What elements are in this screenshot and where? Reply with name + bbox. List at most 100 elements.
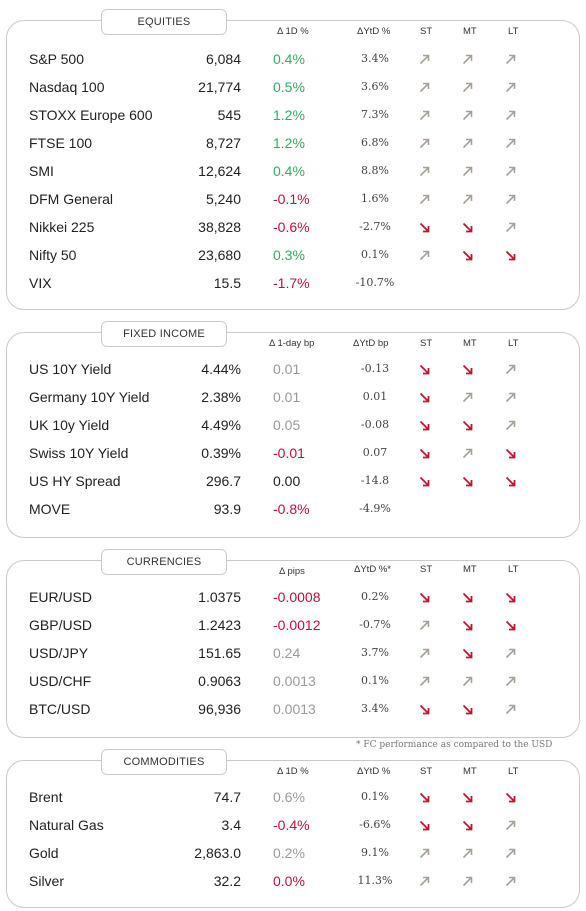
row-name: EUR/USD [29, 589, 93, 605]
mt-arrow-up-right-icon [462, 45, 476, 73]
row-value: 4.44% [201, 361, 241, 377]
lt-arrow-up-right-icon [505, 157, 519, 185]
lt-arrow-up-right-icon [505, 213, 519, 241]
st-arrow-up-right-icon [419, 667, 433, 695]
currencies-header-lt: LT [508, 564, 519, 575]
table-row: Swiss 10Y Yield 0.39% -0.01 0.07 [7, 439, 579, 467]
table-row: Germany 10Y Yield 2.38% 0.01 0.01 [7, 383, 579, 411]
lt-arrow-down-right-icon [505, 783, 519, 811]
lt-arrow-down-right-icon [505, 439, 519, 467]
row-ytd: 0.07 [362, 446, 388, 459]
row-ytd: 0.2% [361, 590, 389, 603]
fixed-income-header-st: ST [420, 338, 433, 349]
st-empty-trend-cell [419, 269, 433, 297]
row-ytd: 9.1% [361, 846, 389, 859]
row-ytd: 8.8% [361, 164, 389, 177]
mt-arrow-down-right-icon [462, 639, 476, 667]
lt-arrow-up-right-icon [505, 839, 519, 867]
commodities-header-chg: Δ 1D % [277, 766, 309, 777]
commodities-header-ytd: ΔYtD % [357, 766, 391, 777]
commodities-header-st: ST [420, 766, 433, 777]
table-row: Natural Gas 3.4 -0.4% -6.6% [7, 811, 579, 839]
fixed-income-panel: FIXED INCOME Δ 1-day bp ΔYtD bp ST MT LT… [6, 321, 580, 538]
mt-arrow-up-right-icon [462, 185, 476, 213]
row-change: 0.24 [273, 645, 301, 661]
row-change: 0.6% [273, 789, 305, 805]
row-ytd: -0.08 [360, 418, 390, 431]
lt-arrow-up-right-icon [505, 695, 519, 723]
row-change: -0.1% [273, 191, 310, 207]
row-value: 6,084 [205, 51, 241, 67]
row-name: Germany 10Y Yield [29, 389, 150, 405]
row-ytd: 0.1% [361, 674, 389, 687]
equities-header-lt: LT [508, 26, 519, 37]
table-row: GBP/USD 1.2423 -0.0012 -0.7% [7, 611, 579, 639]
lt-arrow-up-right-icon [505, 867, 519, 895]
row-name: US HY Spread [29, 473, 121, 489]
row-change: 0.0013 [273, 673, 316, 689]
mt-arrow-down-right-icon [462, 355, 476, 383]
lt-arrow-down-right-icon [505, 583, 519, 611]
equities-title: EQUITIES [101, 9, 227, 35]
row-change: 1.2% [273, 107, 305, 123]
row-name: STOXX Europe 600 [29, 107, 153, 123]
row-name: BTC/USD [29, 701, 91, 717]
row-name: Nikkei 225 [29, 219, 95, 235]
mt-arrow-down-right-icon [462, 241, 476, 269]
row-change: -0.01 [273, 445, 305, 461]
row-change: 0.01 [273, 389, 301, 405]
row-change: -0.6% [273, 219, 310, 235]
mt-arrow-up-right-icon [462, 157, 476, 185]
st-arrow-down-right-icon [419, 811, 433, 839]
row-change: 0.0013 [273, 701, 316, 717]
mt-arrow-up-right-icon [462, 867, 476, 895]
st-empty-trend-cell [419, 495, 433, 523]
row-value: 23,680 [198, 247, 241, 263]
row-name: SMI [29, 163, 54, 179]
row-name: Nasdaq 100 [29, 79, 105, 95]
row-ytd: 3.7% [361, 646, 389, 659]
table-row: US HY Spread 296.7 0.00 -14.8 [7, 467, 579, 495]
row-value: 2,863.0 [194, 845, 241, 861]
lt-empty-trend-cell [505, 495, 519, 523]
mt-arrow-down-right-icon [462, 611, 476, 639]
table-row: MOVE 93.9 -0.8% -4.9% [7, 495, 579, 523]
mt-arrow-down-right-icon [462, 411, 476, 439]
row-value: 0.9063 [198, 673, 241, 689]
row-value: 32.2 [213, 873, 241, 889]
row-name: S&P 500 [29, 51, 85, 67]
row-value: 0.39% [201, 445, 241, 461]
row-change: -0.0012 [273, 617, 321, 633]
table-row: US 10Y Yield 4.44% 0.01 -0.13 [7, 355, 579, 383]
lt-arrow-up-right-icon [505, 383, 519, 411]
mt-empty-trend-cell [462, 495, 476, 523]
mt-arrow-up-right-icon [462, 667, 476, 695]
row-value: 296.7 [205, 473, 241, 489]
commodities-title: COMMODITIES [101, 749, 227, 775]
row-name: Brent [29, 789, 63, 805]
st-arrow-down-right-icon [419, 783, 433, 811]
row-value: 1.2423 [198, 617, 241, 633]
mt-arrow-up-right-icon [462, 73, 476, 101]
row-ytd: -0.13 [360, 362, 390, 375]
row-value: 5,240 [205, 191, 241, 207]
row-ytd: -0.7% [359, 618, 391, 631]
row-change: 1.2% [273, 135, 305, 151]
row-name: Gold [29, 845, 59, 861]
table-row: UK 10y Yield 4.49% 0.05 -0.08 [7, 411, 579, 439]
row-ytd: -14.8 [360, 474, 390, 487]
row-value: 15.5 [213, 275, 241, 291]
equities-header-chg: Δ 1D % [277, 26, 309, 37]
mt-arrow-down-right-icon [462, 695, 476, 723]
lt-arrow-up-right-icon [505, 411, 519, 439]
row-ytd: 3.6% [361, 80, 389, 93]
row-change: 0.4% [273, 51, 305, 67]
st-arrow-up-right-icon [419, 867, 433, 895]
row-ytd: -2.7% [359, 220, 391, 233]
st-arrow-up-right-icon [419, 611, 433, 639]
currencies-header-chg: Δ pips [279, 566, 305, 577]
mt-arrow-down-right-icon [462, 213, 476, 241]
lt-arrow-up-right-icon [505, 667, 519, 695]
mt-arrow-down-right-icon [462, 467, 476, 495]
st-arrow-up-right-icon [419, 73, 433, 101]
